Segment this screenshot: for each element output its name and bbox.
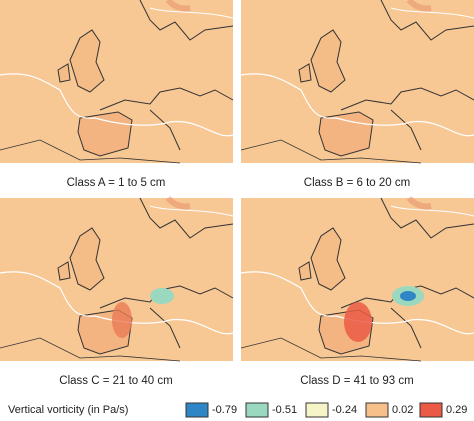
legend-swatch — [185, 402, 209, 418]
map-b — [241, 0, 474, 163]
map-c — [0, 198, 233, 361]
legend-label: 0.29 — [446, 404, 467, 416]
map-d — [241, 198, 474, 361]
legend-label: -0.51 — [272, 404, 297, 416]
legend: -0.79 -0.51 -0.24 0.02 0.29 — [185, 402, 467, 418]
legend-swatch — [245, 402, 269, 418]
caption: Class A = 1 to 5 cm — [67, 177, 166, 189]
legend-swatch — [305, 402, 329, 418]
legend-swatch — [419, 402, 443, 418]
legend-title: Vertical vorticity (in Pa/s) — [8, 404, 128, 416]
legend-label: -0.24 — [332, 404, 357, 416]
legend-label: 0.02 — [392, 404, 413, 416]
caption: Class D = 41 to 93 cm — [300, 375, 413, 387]
legend-swatch — [365, 402, 389, 418]
caption: Class C = 21 to 40 cm — [59, 375, 172, 387]
caption: Class B = 6 to 20 cm — [304, 177, 410, 189]
legend-label: -0.79 — [212, 404, 237, 416]
map-a — [0, 0, 233, 163]
